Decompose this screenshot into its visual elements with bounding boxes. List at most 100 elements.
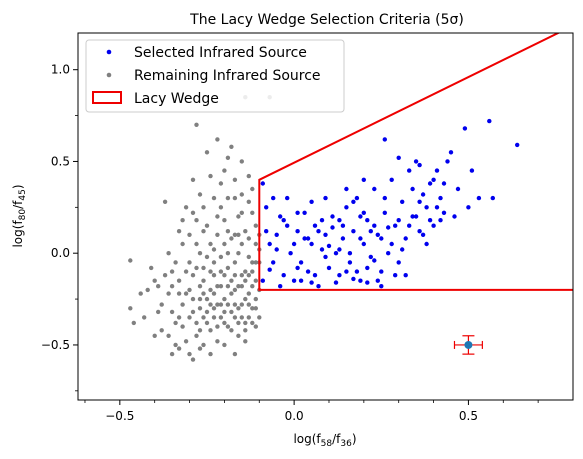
selected-point (361, 177, 366, 182)
selected-point (427, 218, 433, 223)
remaining-point (250, 186, 255, 192)
selected-point (410, 186, 415, 192)
x-tick-label: 0.0 (285, 409, 304, 423)
remaining-point (243, 269, 248, 274)
remaining-point (229, 328, 234, 333)
selected-point (368, 229, 373, 234)
remaining-point (194, 333, 199, 338)
selected-point (487, 118, 492, 124)
remaining-point (239, 284, 244, 289)
remaining-point (190, 210, 196, 215)
remaining-point (225, 324, 231, 329)
remaining-point (208, 328, 213, 333)
legend-label-selected: Selected Infrared Source (134, 45, 307, 61)
selected-point (413, 159, 419, 164)
selected-point (333, 251, 339, 256)
selected-point (382, 137, 387, 142)
selected-point (309, 280, 314, 285)
remaining-point (246, 173, 251, 179)
selected-point (312, 273, 318, 278)
selected-point (431, 177, 436, 182)
selected-point (330, 214, 335, 219)
lacy-wedge-outline (258, 33, 573, 291)
remaining-point (156, 284, 161, 289)
selected-point (333, 280, 339, 285)
selected-point (413, 214, 419, 219)
remaining-point (183, 339, 189, 344)
selected-point (445, 159, 450, 164)
remaining-point (246, 302, 251, 307)
remaining-point (208, 302, 213, 307)
remaining-point (246, 315, 251, 320)
remaining-point (176, 291, 182, 296)
remaining-point (152, 333, 157, 338)
selected-point (347, 260, 353, 265)
remaining-point (169, 284, 175, 289)
selected-points-group (260, 118, 520, 289)
selected-point (441, 210, 447, 215)
remaining-point (225, 195, 231, 201)
remaining-point (253, 278, 258, 283)
remaining-point (218, 269, 224, 274)
remaining-point (211, 291, 217, 296)
remaining-point (176, 346, 182, 351)
remaining-point (194, 122, 199, 128)
remaining-point (211, 306, 217, 311)
remaining-point (253, 296, 258, 302)
selected-point (441, 181, 447, 186)
selected-point (466, 205, 471, 210)
selected-point (337, 218, 342, 223)
error-point-marker (464, 340, 473, 349)
selected-point (365, 265, 370, 271)
remaining-point (142, 315, 147, 320)
remaining-point (215, 214, 220, 219)
remaining-point (183, 269, 189, 274)
remaining-point (187, 315, 192, 320)
legend: Selected Infrared Source Remaining Infra… (85, 39, 345, 113)
remaining-point (225, 265, 231, 271)
selected-point (274, 247, 279, 252)
remaining-point (145, 287, 150, 293)
remaining-point (232, 195, 238, 201)
remaining-point (239, 273, 244, 278)
remaining-point (215, 324, 220, 329)
remaining-point (246, 236, 251, 241)
remaining-point (229, 278, 234, 283)
remaining-point (201, 315, 206, 320)
remaining-point (197, 251, 203, 256)
error-bar-group (453, 335, 483, 355)
remaining-point (225, 251, 231, 256)
selected-point (379, 284, 384, 289)
y-axis-ticks: −0.5 0.0 0.5 1.0 (41, 63, 78, 392)
legend-label-remaining: Remaining Infrared Source (134, 68, 321, 84)
remaining-point (159, 302, 164, 307)
remaining-point (169, 309, 175, 315)
remaining-point (194, 241, 199, 247)
selected-point (278, 284, 283, 289)
selected-point (340, 223, 346, 228)
selected-point (274, 232, 279, 237)
remaining-point (194, 265, 199, 271)
remaining-point (162, 273, 168, 278)
selected-point (347, 251, 353, 256)
selected-point (420, 192, 426, 197)
remaining-point (166, 251, 171, 256)
remaining-point (232, 232, 238, 237)
remaining-point (232, 287, 238, 293)
legend-label-wedge: Lacy Wedge (134, 91, 219, 107)
selected-point (424, 205, 429, 210)
remaining-point (236, 232, 241, 237)
selected-point (431, 223, 436, 228)
selected-point (319, 247, 325, 252)
legend-marker-selected (106, 49, 112, 55)
remaining-point (250, 269, 255, 274)
remaining-point (253, 324, 258, 329)
remaining-point (190, 273, 196, 278)
selected-point (389, 241, 394, 247)
remaining-point (197, 192, 203, 197)
remaining-point (197, 284, 203, 289)
selected-point (386, 251, 391, 256)
selected-point (361, 210, 366, 215)
selected-point (452, 214, 457, 219)
remaining-point (243, 328, 248, 333)
